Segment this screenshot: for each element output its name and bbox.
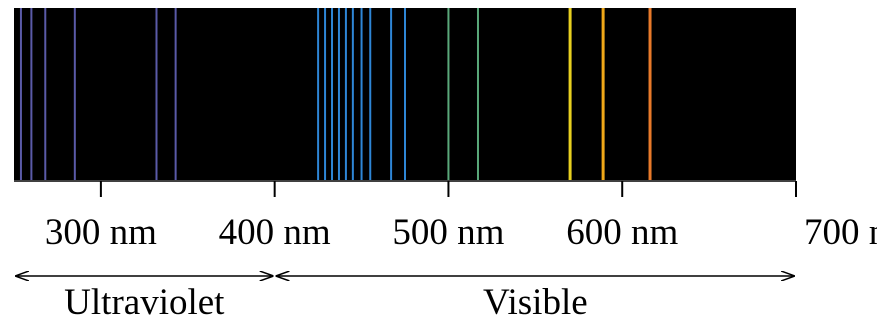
tick-label: 600 nm bbox=[566, 212, 678, 253]
tick-label: 500 nm bbox=[392, 212, 504, 253]
tick-label: 700 nm bbox=[804, 212, 877, 253]
region-label: Ultraviolet bbox=[64, 282, 225, 323]
region-arrows: Ultraviolet Visible bbox=[16, 276, 794, 323]
axis-ticks: 300 nm 400 nm 500 nm 600 nm 700 nm bbox=[45, 181, 877, 253]
tick-label: 400 nm bbox=[219, 212, 331, 253]
region-label: Visible bbox=[483, 282, 588, 323]
tick-label: 300 nm bbox=[45, 212, 157, 253]
spectral-lines bbox=[19, 8, 652, 180]
